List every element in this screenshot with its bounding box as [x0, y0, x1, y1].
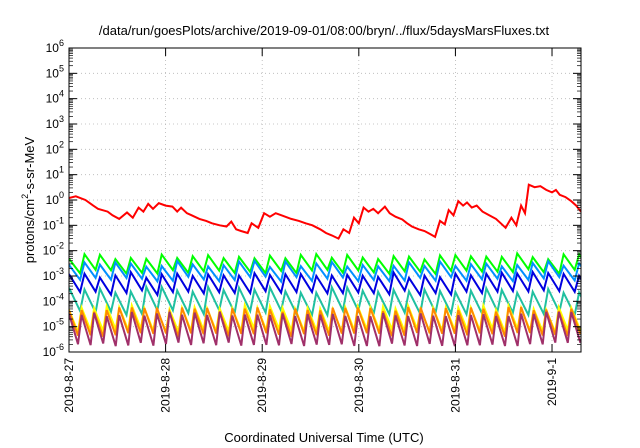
y-axis-label-prefix: protons/cm: [22, 199, 37, 263]
y-tick-exponent: -6: [56, 342, 64, 352]
y-tick-label: 106: [46, 38, 64, 55]
series-line: [69, 258, 581, 284]
y-tick-exponent: 0: [59, 190, 64, 200]
y-axis-label: protons/cm2-s-sr-MeV: [20, 136, 37, 263]
y-tick-base: 10: [46, 193, 60, 207]
y-tick-label: 100: [46, 190, 64, 207]
y-tick-exponent: -1: [56, 215, 64, 225]
x-tick-label: 2019-8-29: [255, 358, 269, 413]
x-tick-label: 2019-8-27: [62, 358, 76, 413]
series-line: [69, 251, 581, 277]
y-tick-exponent: 3: [59, 114, 64, 124]
y-tick-exponent: -2: [56, 241, 64, 251]
y-tick-label: 10-2: [43, 241, 64, 258]
y-tick-label: 10-3: [43, 266, 64, 283]
y-tick-label: 10-6: [43, 342, 64, 359]
x-axis-label: Coordinated Universal Time (UTC): [224, 430, 423, 445]
y-tick-label: 10-1: [43, 215, 64, 232]
series-line: [69, 283, 581, 319]
y-tick-base: 10: [43, 269, 57, 283]
y-tick-label: 101: [46, 165, 64, 182]
y-tick-label: 104: [46, 89, 64, 106]
y-tick-base: 10: [43, 294, 57, 308]
y-tick-base: 10: [46, 142, 60, 156]
chart-title: /data/run/goesPlots/archive/2019-09-01/0…: [99, 23, 550, 38]
y-tick-base: 10: [43, 244, 57, 258]
x-tick-label: 2019-8-30: [352, 358, 366, 413]
x-tick-label: 2019-8-28: [159, 358, 173, 413]
y-tick-base: 10: [46, 41, 60, 55]
series-line: [69, 183, 581, 240]
y-tick-label: 102: [46, 139, 64, 156]
series-line: [69, 311, 581, 347]
y-axis-label-superscript: 2: [20, 194, 30, 199]
y-tick-base: 10: [46, 168, 60, 182]
y-tick-label: 10-4: [43, 291, 64, 308]
y-tick-exponent: 6: [59, 38, 64, 48]
y-axis-label-suffix: -s-sr-MeV: [22, 136, 37, 193]
y-tick-base: 10: [46, 117, 60, 131]
y-tick-exponent: 5: [59, 63, 64, 73]
y-tick-exponent: 1: [59, 165, 64, 175]
y-tick-base: 10: [43, 320, 57, 334]
y-tick-exponent: 4: [59, 89, 64, 99]
x-tick-label: 2019-9-1: [545, 358, 559, 406]
y-tick-base: 10: [43, 218, 57, 232]
y-tick-exponent: -4: [56, 291, 64, 301]
x-tick-label: 2019-8-31: [448, 358, 462, 413]
x-axis: 2019-8-27 2019-8-28 2019-8-29 2019-8-30 2019…: [62, 48, 559, 413]
y-tick-exponent: 2: [59, 139, 64, 149]
y-tick-label: 10-5: [43, 317, 64, 334]
y-tick-label: 105: [46, 63, 64, 80]
y-tick-base: 10: [43, 345, 57, 359]
y-tick-label: 103: [46, 114, 64, 131]
y-tick-exponent: -3: [56, 266, 64, 276]
y-tick-base: 10: [46, 66, 60, 80]
y-axis: 10-610-510-410-310-210-11001011021031041…: [43, 38, 581, 359]
y-tick-exponent: -5: [56, 317, 64, 327]
series-layer: [69, 183, 581, 347]
y-tick-base: 10: [46, 92, 60, 106]
series-line: [69, 269, 581, 298]
